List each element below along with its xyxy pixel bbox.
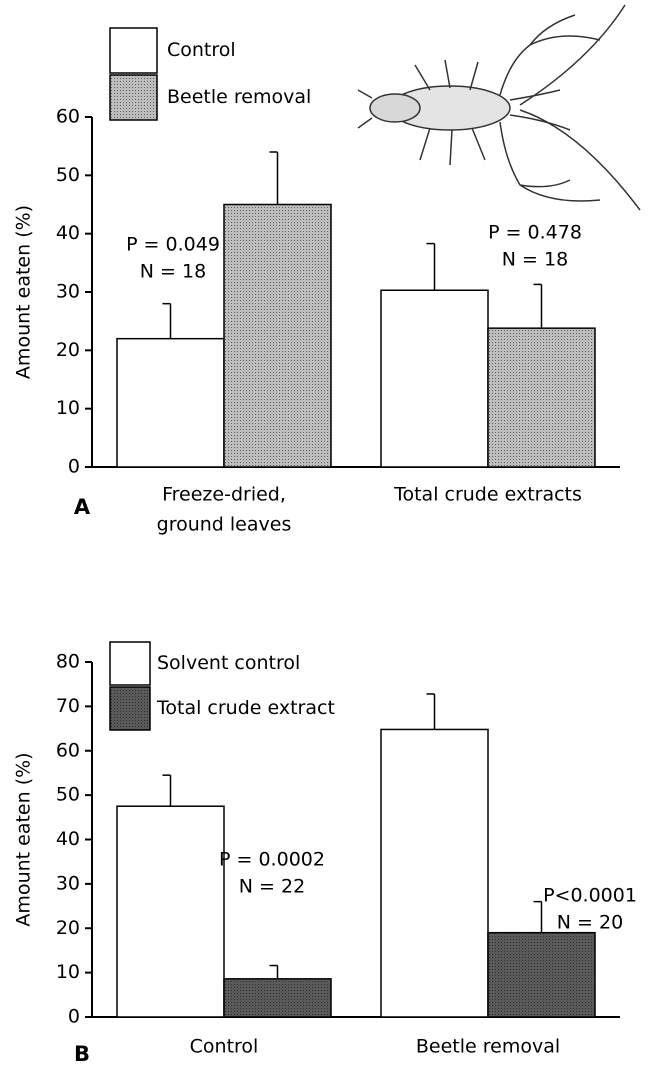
legend-label: Total crude extract — [156, 697, 335, 719]
annotation: P = 0.478 — [488, 222, 582, 244]
legend-swatch — [109, 641, 151, 686]
bar — [380, 728, 489, 1018]
bar — [116, 337, 225, 468]
bar — [487, 931, 596, 1018]
y-tick-label: 50 — [56, 784, 80, 806]
y-tick-label: 70 — [56, 695, 80, 717]
panel-label: B — [74, 1042, 90, 1066]
x-tick-label: Total crude extracts — [393, 484, 582, 506]
y-tick-label: 10 — [56, 961, 80, 983]
x-tick-label: Control — [190, 1036, 259, 1058]
y-tick-label: 80 — [56, 651, 80, 673]
annotation: N = 20 — [557, 912, 623, 934]
bar — [487, 327, 596, 468]
legend-swatch — [109, 27, 158, 74]
x-tick-label: Freeze-dried, — [162, 484, 286, 506]
y-tick-label: 30 — [56, 872, 80, 894]
legend-label: Control — [167, 39, 236, 61]
annotation: N = 22 — [239, 876, 305, 898]
bar — [223, 203, 332, 468]
y-tick-label: 30 — [56, 281, 80, 303]
bar — [116, 805, 225, 1018]
y-axis-label: Amount eaten (%) — [13, 752, 35, 926]
y-tick-label: 50 — [56, 164, 80, 186]
y-tick-label: 40 — [56, 828, 80, 850]
legend-swatch — [109, 686, 151, 731]
bar — [223, 978, 332, 1018]
y-tick-label: 0 — [68, 456, 80, 478]
annotation: P = 0.049 — [126, 234, 220, 256]
panel-label: A — [74, 495, 91, 519]
crayfish-sketch — [357, 4, 641, 211]
y-tick-label: 20 — [56, 917, 80, 939]
y-tick-label: 0 — [68, 1006, 80, 1028]
annotation: N = 18 — [502, 249, 568, 271]
annotation: P = 0.0002 — [219, 849, 325, 871]
y-tick-label: 60 — [56, 106, 80, 128]
y-tick-label: 40 — [56, 222, 80, 244]
legend-swatch — [109, 74, 158, 121]
y-tick-label: 10 — [56, 397, 80, 419]
bar — [380, 289, 489, 468]
y-axis-label: Amount eaten (%) — [13, 205, 35, 379]
legend-label: Solvent control — [157, 652, 300, 674]
annotation: P<0.0001 — [543, 885, 637, 907]
annotation: N = 18 — [140, 261, 206, 283]
y-tick-label: 60 — [56, 739, 80, 761]
legend-label: Beetle removal — [167, 86, 311, 108]
x-tick-label: Beetle removal — [416, 1036, 560, 1058]
x-tick-label: ground leaves — [157, 514, 292, 536]
y-tick-label: 20 — [56, 339, 80, 361]
